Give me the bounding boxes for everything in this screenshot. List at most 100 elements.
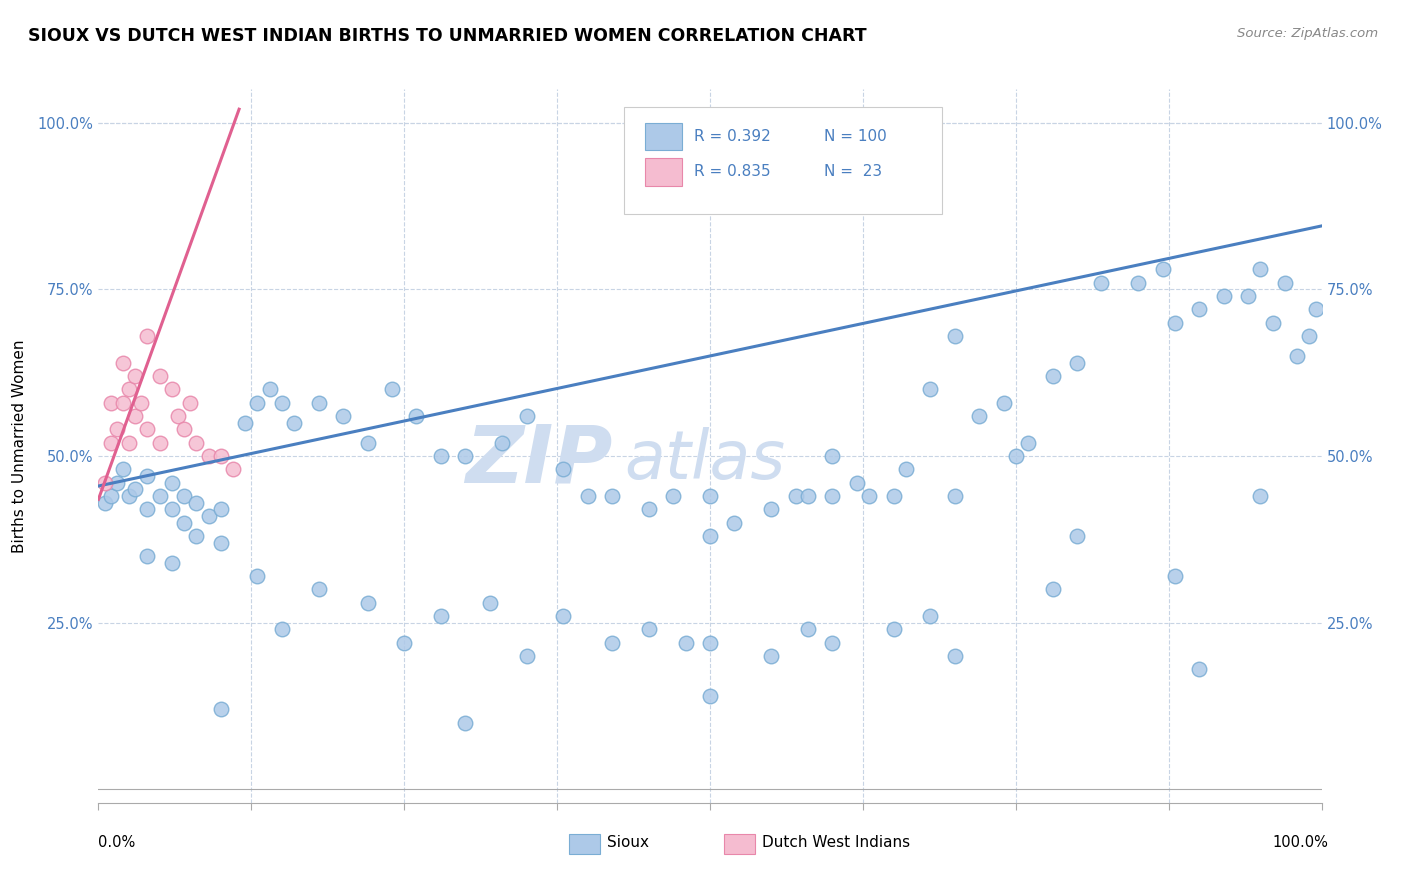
Point	[105, 422, 128, 436]
Point	[797, 489, 820, 503]
Point	[173, 422, 195, 436]
Point	[699, 689, 721, 703]
Point	[129, 395, 152, 409]
Point	[1249, 262, 1271, 277]
Point	[308, 395, 330, 409]
Point	[1066, 356, 1088, 370]
Point	[173, 489, 195, 503]
Point	[149, 489, 172, 503]
Point	[699, 529, 721, 543]
Point	[1237, 289, 1260, 303]
Point	[967, 409, 990, 423]
Point	[638, 623, 661, 637]
Point	[1286, 349, 1309, 363]
Point	[93, 496, 115, 510]
Point	[173, 516, 195, 530]
Bar	[645, 123, 682, 150]
Point	[197, 449, 219, 463]
Point	[1164, 316, 1187, 330]
Point	[105, 475, 128, 490]
Point	[100, 489, 122, 503]
Point	[883, 623, 905, 637]
Point	[167, 409, 190, 423]
Point	[160, 382, 183, 396]
Point	[197, 509, 219, 524]
Point	[699, 489, 721, 503]
Point	[100, 435, 122, 450]
Point	[1128, 276, 1150, 290]
Point	[209, 449, 232, 463]
Point	[894, 462, 917, 476]
Point	[283, 416, 305, 430]
Text: R = 0.835: R = 0.835	[695, 164, 770, 179]
Point	[392, 636, 416, 650]
Point	[761, 649, 783, 664]
Point	[943, 329, 966, 343]
Point	[124, 483, 146, 497]
Point	[111, 356, 134, 370]
Text: atlas: atlas	[624, 427, 786, 493]
Point	[1090, 276, 1112, 290]
Point	[699, 636, 721, 650]
Point	[1164, 569, 1187, 583]
Point	[136, 549, 159, 563]
Point	[454, 715, 477, 730]
Point	[1152, 262, 1174, 277]
Text: N =  23: N = 23	[824, 164, 882, 179]
Point	[920, 382, 942, 396]
Point	[478, 596, 501, 610]
Text: Sioux: Sioux	[607, 835, 650, 849]
Point	[136, 469, 159, 483]
Point	[858, 489, 880, 503]
Point	[943, 489, 966, 503]
Point	[209, 535, 232, 549]
Point	[270, 623, 294, 637]
Point	[797, 623, 820, 637]
Point	[186, 529, 208, 543]
Point	[600, 636, 623, 650]
Point	[124, 368, 146, 383]
Point	[1042, 582, 1064, 597]
Point	[576, 489, 599, 503]
Point	[209, 502, 232, 516]
Point	[186, 435, 208, 450]
Point	[179, 395, 201, 409]
Point	[100, 395, 122, 409]
Point	[1188, 302, 1211, 317]
Point	[600, 489, 623, 503]
Point	[233, 416, 256, 430]
Point	[136, 422, 159, 436]
Point	[845, 475, 868, 490]
Point	[118, 489, 141, 503]
Point	[209, 702, 232, 716]
Point	[118, 435, 141, 450]
Point	[118, 382, 141, 396]
Point	[246, 395, 269, 409]
Text: ZIP: ZIP	[465, 421, 612, 500]
Text: SIOUX VS DUTCH WEST INDIAN BIRTHS TO UNMARRIED WOMEN CORRELATION CHART: SIOUX VS DUTCH WEST INDIAN BIRTHS TO UNM…	[28, 27, 866, 45]
Point	[111, 395, 134, 409]
Point	[993, 395, 1015, 409]
Point	[186, 496, 208, 510]
Point	[136, 502, 159, 516]
Point	[1212, 289, 1234, 303]
Text: 0.0%: 0.0%	[98, 836, 135, 850]
Point	[553, 609, 575, 624]
Point	[356, 596, 378, 610]
Point	[149, 368, 172, 383]
Point	[491, 435, 513, 450]
Point	[821, 489, 844, 503]
Point	[430, 609, 453, 624]
Point	[723, 516, 745, 530]
Point	[430, 449, 453, 463]
Point	[160, 556, 183, 570]
Point	[270, 395, 294, 409]
Point	[259, 382, 281, 396]
Text: Source: ZipAtlas.com: Source: ZipAtlas.com	[1237, 27, 1378, 40]
Point	[222, 462, 245, 476]
Point	[246, 569, 269, 583]
Point	[1017, 435, 1039, 450]
Point	[381, 382, 404, 396]
Text: N = 100: N = 100	[824, 128, 887, 144]
Point	[821, 449, 844, 463]
